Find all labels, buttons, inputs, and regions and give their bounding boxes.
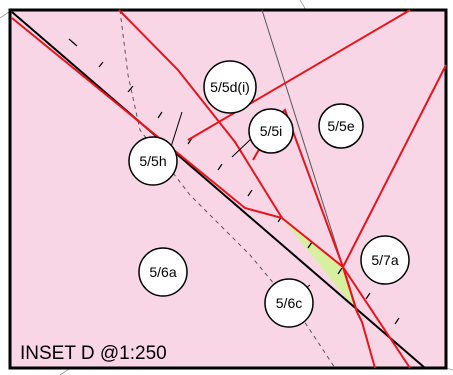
highlight-area: [282, 218, 357, 312]
lot-label-text: 5/5e: [327, 118, 354, 134]
lot-label-text: 5/6c: [276, 295, 302, 311]
lot-label-text: 5/7a: [371, 252, 398, 268]
lot-label-text: 5/5i: [260, 123, 283, 139]
lot-label-text: 5/6a: [149, 264, 176, 280]
inset-title: INSET D @1:250: [20, 343, 167, 364]
lot-label-5-5d-i[interactable]: 5/5d(i): [203, 60, 257, 114]
lot-label-text: 5/5h: [139, 153, 166, 169]
dashed-boundary: [119, 9, 336, 369]
lot-label-5-5i[interactable]: 5/5i: [248, 108, 294, 154]
lot-label-5-5e[interactable]: 5/5e: [318, 103, 364, 149]
lot-label-5-6c[interactable]: 5/6c: [264, 278, 314, 328]
lot-label-5-5h[interactable]: 5/5h: [128, 136, 178, 186]
grey-line: [261, 9, 344, 268]
lot-label-5-7a[interactable]: 5/7a: [360, 235, 410, 285]
lot-label-text: 5/5d(i): [210, 79, 250, 95]
main-line-ticks: [68, 38, 400, 325]
lot-label-5-6a[interactable]: 5/6a: [138, 247, 188, 297]
